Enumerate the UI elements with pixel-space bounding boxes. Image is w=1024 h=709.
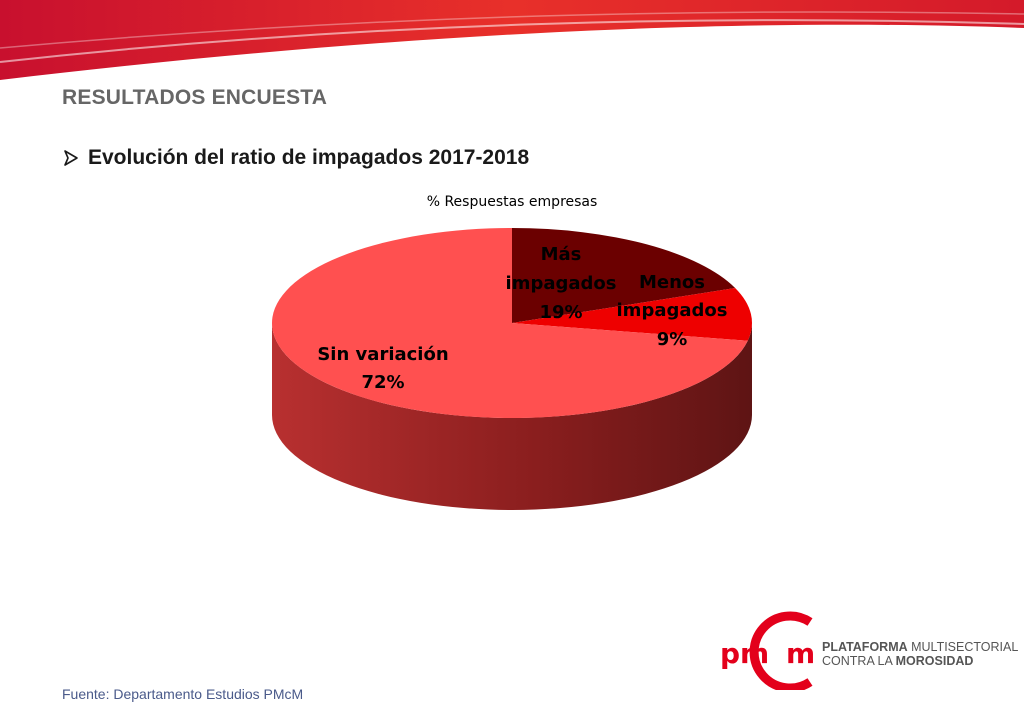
header-wave-banner xyxy=(0,0,1024,80)
subtitle-bullet: Evolución del ratio de impagados 2017-20… xyxy=(62,146,529,170)
logo-text-line2: CONTRA LA MOROSIDAD xyxy=(822,654,974,668)
logo-text-line1: PLATAFORMA MULTISECTORIAL xyxy=(822,640,1019,654)
slice-label-2: Menos impagados 9% xyxy=(617,272,728,350)
pie-labels: Más impagados 19%Menos impagados 9% Sin varia… xyxy=(317,244,727,393)
slide-subtitle: Evolución del ratio de impagados 2017-20… xyxy=(88,146,530,169)
section-title: RESULTADOS ENCUESTA xyxy=(62,86,328,109)
pie-slice-2 xyxy=(512,288,753,341)
svg-text:pm: pm xyxy=(720,637,769,670)
svg-text:m: m xyxy=(786,637,815,670)
pie-side-wall-shape xyxy=(272,323,752,510)
pie-slice-3 xyxy=(272,228,748,418)
pmcm-logo-mark: pm m xyxy=(720,611,815,693)
source-note: Fuente: Departamento Estudios PMcM xyxy=(62,686,304,702)
slice-label-1: Más impagados 19% xyxy=(506,244,617,323)
pmcm-logo: pm m PLATAFORMA MULTISECTORIAL CONTRA LA… xyxy=(718,610,1019,693)
chart-title: % Respuestas empresas xyxy=(427,194,598,210)
pie-side-wall xyxy=(272,323,752,510)
arrow-bullet-icon xyxy=(64,150,78,166)
slice-label-3: Sin variación 72% xyxy=(317,344,448,393)
pie-top-face xyxy=(272,228,753,418)
pie-slice-1 xyxy=(512,228,736,323)
